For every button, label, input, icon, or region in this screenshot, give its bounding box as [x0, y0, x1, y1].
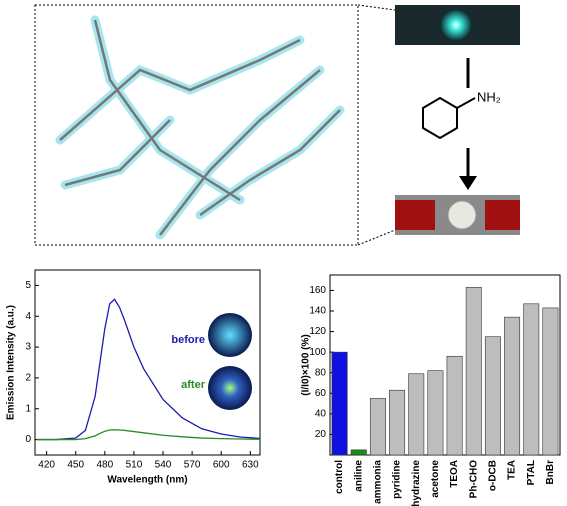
y-tick-label: 5	[25, 280, 31, 291]
y-tick-label: 4	[25, 311, 31, 322]
reagent-label: NH₂	[477, 89, 501, 104]
bar	[408, 373, 425, 456]
x-tick-label: control	[334, 460, 345, 494]
y-tick-label: 80	[315, 367, 327, 378]
x-tick-label: 480	[96, 460, 113, 471]
x-axis-label: Wavelength (nm)	[107, 475, 187, 486]
x-tick-label: hydrazine	[411, 460, 422, 506]
crystal-box	[34, 4, 359, 246]
bar	[350, 449, 367, 456]
bar	[331, 351, 348, 456]
y-tick-label: 1	[25, 403, 31, 414]
bar	[542, 307, 559, 456]
y-tick-label: 2	[25, 373, 31, 384]
bar	[389, 389, 406, 456]
y-tick-label: 160	[309, 285, 326, 296]
x-tick-label: TEOA	[449, 460, 460, 488]
x-tick-label: acetone	[430, 460, 441, 498]
y-tick-label: 3	[25, 342, 31, 353]
y-tick-label: 100	[309, 347, 326, 358]
x-tick-label: PTAL	[526, 460, 537, 485]
x-tick-label: ammonia	[373, 460, 384, 504]
plot-frame	[34, 269, 261, 456]
bar	[446, 355, 463, 456]
y-axis-label: Emission Intensity (a.u.)	[6, 305, 17, 420]
plot-frame	[329, 274, 561, 456]
x-tick-label: 420	[38, 460, 55, 471]
x-tick-label: 600	[213, 460, 230, 471]
x-tick-label: 540	[155, 460, 172, 471]
x-tick-label: o-DCB	[488, 460, 499, 491]
x-tick-label: 450	[67, 460, 84, 471]
x-tick-label: TEA	[507, 460, 518, 480]
x-tick-label: BnBr	[545, 460, 556, 485]
bar	[504, 316, 521, 456]
emission-line	[36, 298, 261, 441]
bar	[484, 336, 501, 456]
x-tick-label: 510	[126, 460, 143, 471]
bar	[427, 370, 444, 456]
y-tick-label: 20	[315, 429, 327, 440]
x-tick-label: Ph-CHO	[468, 460, 479, 499]
bar	[369, 398, 386, 456]
annotation: before	[171, 334, 205, 346]
y-tick-label: 40	[315, 408, 327, 419]
x-tick-label: 570	[184, 460, 201, 471]
emission-line	[36, 429, 261, 441]
x-tick-label: 630	[242, 460, 259, 471]
y-axis-label: (I/I0)×100 (%)	[301, 334, 312, 395]
x-tick-label: pyridine	[392, 460, 403, 499]
annotation: after	[181, 379, 206, 391]
y-tick-label: 0	[25, 434, 31, 445]
bar	[465, 287, 482, 456]
y-tick-label: 140	[309, 306, 326, 317]
y-tick-label: 60	[315, 388, 327, 399]
y-tick-label: 120	[309, 326, 326, 337]
bar	[523, 303, 540, 456]
x-tick-label: aniline	[353, 460, 364, 492]
